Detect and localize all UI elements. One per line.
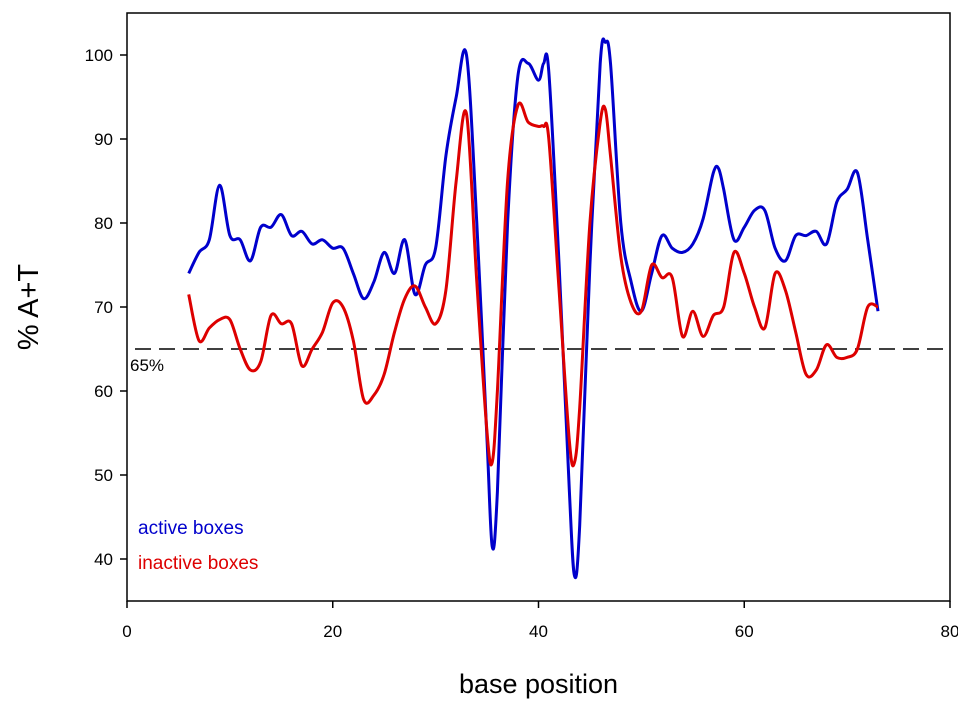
plot-frame xyxy=(126,12,951,602)
y-axis-ticks: 40 50 60 70 80 90 100 xyxy=(85,46,127,569)
y-tick-label: 80 xyxy=(94,214,113,233)
y-tick-label: 60 xyxy=(94,382,113,401)
y-axis-title: % A+T xyxy=(13,264,45,351)
x-axis-ticks: 0 20 40 60 80 xyxy=(122,601,958,641)
y-tick-label: 70 xyxy=(94,298,113,317)
series-line-inactive-boxes xyxy=(187,101,879,468)
x-tick-label: 60 xyxy=(735,622,754,641)
x-tick-label: 20 xyxy=(323,622,342,641)
legend-active-boxes: active boxes xyxy=(138,518,244,539)
reference-line-label: 65% xyxy=(130,356,164,375)
y-tick-label: 90 xyxy=(94,130,113,149)
y-tick-label: 40 xyxy=(94,550,113,569)
y-tick-label: 50 xyxy=(94,466,113,485)
x-tick-label: 0 xyxy=(122,622,131,641)
series-group xyxy=(187,37,880,580)
series-line-active-boxes xyxy=(187,37,880,580)
x-tick-label: 40 xyxy=(529,622,548,641)
y-tick-label: 100 xyxy=(85,46,113,65)
x-axis-title: base position xyxy=(459,669,618,699)
legend-inactive-boxes: inactive boxes xyxy=(138,553,258,574)
x-tick-label: 80 xyxy=(941,622,958,641)
